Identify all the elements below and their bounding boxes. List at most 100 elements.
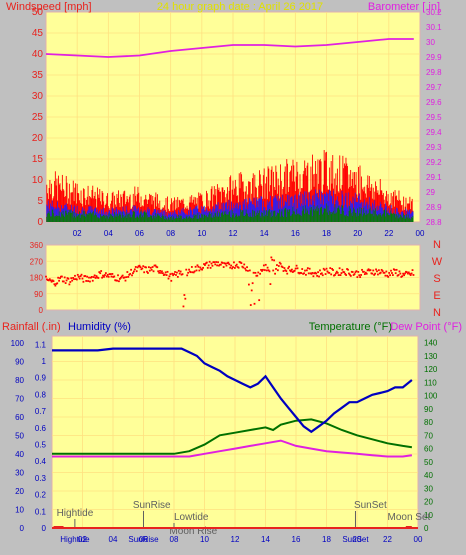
direction-point [158,271,161,274]
direction-point [84,275,87,277]
rain-marker [53,526,64,529]
x-tick: 06 [135,229,144,238]
x-tick: 18 [322,229,331,238]
direction-point [362,270,364,273]
direction-point [236,266,239,268]
direction-point [350,270,353,273]
rain-y-tick: 0.2 [35,491,47,500]
wind-y-tick: 5 [37,196,43,207]
direction-point [108,273,111,275]
direction-point [101,276,103,279]
direction-point [290,270,292,273]
direction-point [343,271,346,274]
direction-point [205,261,208,264]
direction-point [126,271,129,273]
compass-label: S [433,273,440,285]
direction-point [115,279,118,282]
dewpoint-axis-title: Dew Point (°F) [390,321,462,333]
direction-point [104,272,107,274]
rain-y-tick: 1 [42,357,47,366]
direction-point [327,271,330,274]
x-tick: 08 [166,229,175,238]
direction-point [66,277,69,280]
direction-point [388,272,391,274]
event-x-marker: SunSet [342,535,369,544]
direction-point [58,279,60,282]
direction-point [199,266,202,269]
direction-point [181,273,184,276]
direction-point [209,266,212,269]
direction-point [288,265,290,268]
temperature-y-tick: 100 [424,392,438,401]
x-tick: 00 [414,535,423,544]
event-label: Hightide [57,508,94,519]
direction-point [368,269,371,272]
direction-point [384,274,387,277]
direction-point [137,265,140,268]
direction-point [128,273,131,276]
direction-point [218,264,220,267]
direction-point [319,272,322,275]
direction-point [88,276,90,279]
direction-point [247,269,249,272]
direction-point [219,263,222,266]
barometer-line [45,38,414,58]
x-tick: 16 [292,535,301,544]
direction-point [407,271,410,274]
direction-point [268,270,271,273]
direction-point [48,278,51,281]
direction-y-tick: 90 [34,290,43,299]
direction-point [154,264,157,267]
direction-point [320,272,323,275]
baro-y-tick: 29.6 [426,98,442,107]
direction-point [405,270,407,273]
event-x-marker: Hightide [60,535,90,544]
direction-point [76,273,79,276]
direction-point [164,271,167,274]
direction-point [296,267,299,270]
direction-point [161,272,164,275]
direction-point [345,274,348,276]
direction-point [308,267,311,270]
direction-point [257,271,260,274]
direction-point [332,269,334,271]
direction-point [185,268,188,271]
direction-point [275,268,277,270]
temperature-y-tick: 30 [424,484,433,493]
direction-point [147,272,149,274]
temperature-y-tick: 80 [424,418,433,427]
direction-point [182,305,185,308]
direction-point [160,272,162,274]
direction-point [377,273,379,276]
temperature-y-tick: 50 [424,458,433,467]
direction-point [90,276,93,278]
direction-point [180,273,183,276]
direction-point [45,275,47,278]
x-tick: 20 [353,535,362,544]
direction-point [389,274,391,277]
temperature-line [52,418,413,455]
direction-point [326,270,329,273]
direction-point [143,271,146,274]
direction-point [95,275,98,277]
direction-point [321,274,324,277]
x-tick: 02 [73,229,82,238]
direction-point [55,283,58,285]
direction-point [201,268,204,271]
direction-point [117,274,119,277]
direction-point [262,268,264,271]
direction-point [282,270,285,272]
direction-point [305,273,307,276]
direction-point [274,272,276,275]
direction-point [289,269,291,272]
direction-point [314,271,317,274]
direction-point [264,263,267,266]
direction-point [224,262,227,265]
direction-point [46,278,48,281]
direction-point [190,266,193,268]
direction-point [222,266,225,268]
rain-y-tick: 0.7 [35,407,47,416]
direction-point [344,273,347,275]
direction-point [353,273,356,275]
direction-point [338,267,341,270]
